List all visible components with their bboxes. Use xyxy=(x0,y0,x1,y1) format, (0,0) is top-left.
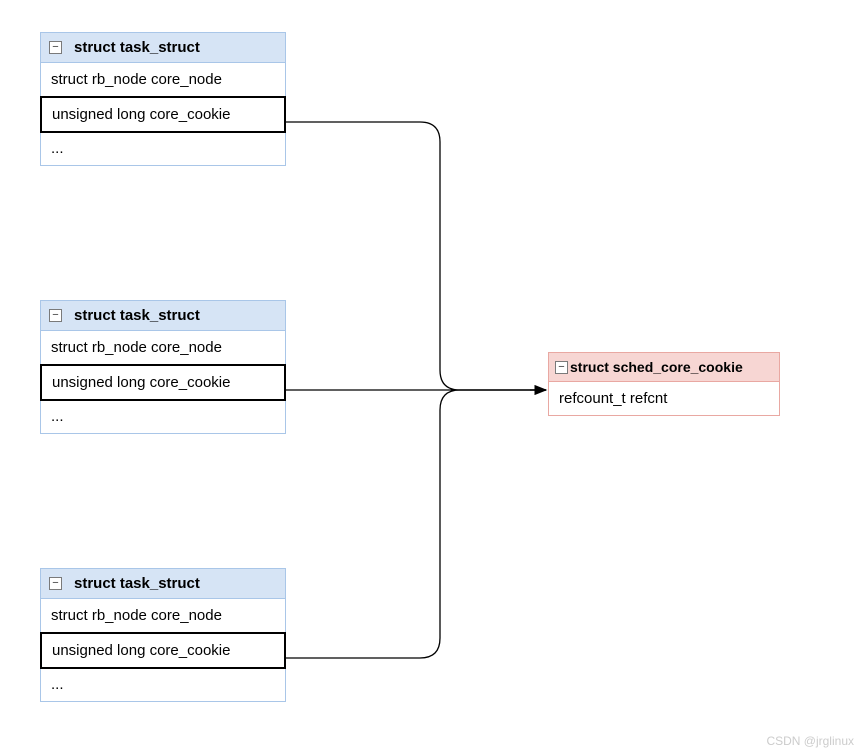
struct-title: struct task_struct xyxy=(74,575,200,592)
row-text: struct rb_node core_node xyxy=(51,607,222,624)
struct-row: ... xyxy=(41,132,285,165)
struct-row-highlight: unsigned long core_cookie xyxy=(40,364,286,401)
struct-header: − struct sched_core_cookie xyxy=(549,353,779,382)
row-text: refcount_t refcnt xyxy=(559,390,667,407)
struct-row: struct rb_node core_node xyxy=(41,63,285,97)
struct-title: struct sched_core_cookie xyxy=(570,359,743,375)
struct-title: struct task_struct xyxy=(74,39,200,56)
row-text: unsigned long core_cookie xyxy=(52,106,230,123)
row-text: ... xyxy=(51,408,64,425)
struct-row: ... xyxy=(41,400,285,433)
struct-row-highlight: unsigned long core_cookie xyxy=(40,96,286,133)
struct-row: refcount_t refcnt xyxy=(549,382,779,415)
task-struct-box-0: − struct task_struct struct rb_node core… xyxy=(40,32,286,166)
sched-core-cookie-box: − struct sched_core_cookie refcount_t re… xyxy=(548,352,780,416)
struct-header: − struct task_struct xyxy=(41,33,285,63)
struct-row-highlight: unsigned long core_cookie xyxy=(40,632,286,669)
watermark-text: CSDN @jrglinux xyxy=(766,734,854,748)
struct-title: struct task_struct xyxy=(74,307,200,324)
struct-row: struct rb_node core_node xyxy=(41,331,285,365)
collapse-icon: − xyxy=(49,309,62,322)
row-text: struct rb_node core_node xyxy=(51,71,222,88)
watermark: CSDN @jrglinux xyxy=(766,734,854,748)
collapse-icon: − xyxy=(49,577,62,590)
task-struct-box-1: − struct task_struct struct rb_node core… xyxy=(40,300,286,434)
collapse-icon: − xyxy=(555,361,568,374)
row-text: struct rb_node core_node xyxy=(51,339,222,356)
struct-row: struct rb_node core_node xyxy=(41,599,285,633)
row-text: ... xyxy=(51,140,64,157)
row-text: unsigned long core_cookie xyxy=(52,642,230,659)
collapse-icon: − xyxy=(49,41,62,54)
row-text: unsigned long core_cookie xyxy=(52,374,230,391)
task-struct-box-2: − struct task_struct struct rb_node core… xyxy=(40,568,286,702)
struct-header: − struct task_struct xyxy=(41,301,285,331)
struct-header: − struct task_struct xyxy=(41,569,285,599)
row-text: ... xyxy=(51,676,64,693)
struct-row: ... xyxy=(41,668,285,701)
